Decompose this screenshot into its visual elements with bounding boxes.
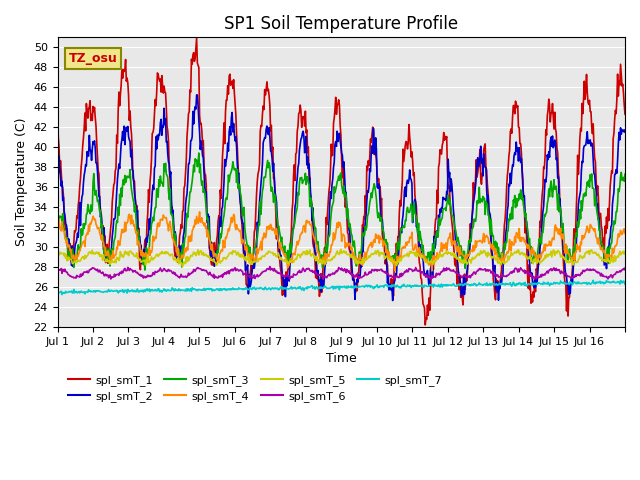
Title: SP1 Soil Temperature Profile: SP1 Soil Temperature Profile <box>224 15 458 33</box>
Text: TZ_osu: TZ_osu <box>69 52 118 65</box>
X-axis label: Time: Time <box>326 352 356 365</box>
Y-axis label: Soil Temperature (C): Soil Temperature (C) <box>15 118 28 247</box>
Legend: spl_smT_1, spl_smT_2, spl_smT_3, spl_smT_4, spl_smT_5, spl_smT_6, spl_smT_7: spl_smT_1, spl_smT_2, spl_smT_3, spl_smT… <box>63 371 447 407</box>
